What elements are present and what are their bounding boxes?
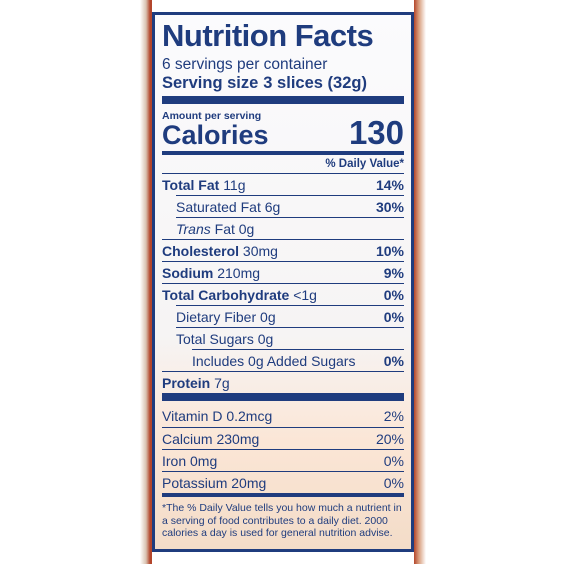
nutrient: Total Sugars 0g (176, 331, 273, 347)
nutrient-row: Vitamin D 0.2mcg 2% (162, 405, 404, 427)
nutrient: Protein 7g (162, 375, 230, 391)
daily-value: 30% (375, 198, 404, 215)
nutrient-amount: 7g (214, 374, 230, 391)
nutrient-italic: Trans (176, 220, 211, 237)
footnote: *The % Daily Value tells you how much a … (162, 502, 402, 539)
thick-rule (162, 393, 404, 401)
nutrient-row: Protein 7g (162, 371, 404, 393)
nutrient: Total Carbohydrate <1g (162, 287, 317, 303)
nutrient-name: Protein (162, 374, 211, 391)
nutrient: Calcium 230mg (162, 431, 259, 447)
package-right (414, 0, 564, 564)
nutrient-amount: 30mg (242, 242, 278, 259)
nutrient: Total Fat 11g (162, 177, 246, 193)
daily-value: 20% (375, 430, 404, 447)
nutrient-amount: 11g (223, 176, 246, 193)
daily-value: 2% (383, 408, 404, 424)
daily-value-header: % Daily Value* (325, 158, 404, 170)
title: Nutrition Facts (162, 18, 374, 53)
nutrient-name: Fat (214, 220, 235, 237)
nutrient-amount: 0.2mcg (226, 408, 273, 424)
vitamin-rows: Vitamin D 0.2mcg 2% Calcium 230mg 20% Iron 0… (162, 405, 404, 493)
nutrient: Cholesterol 30mg (162, 243, 278, 259)
calories-value: 130 (348, 114, 404, 151)
nutrient: Potassium 20mg (162, 475, 266, 491)
nutrient-amount: 230mg (216, 430, 260, 447)
medium-rule (162, 493, 404, 497)
nutrient-name: Total Carbohydrate (162, 286, 290, 303)
nutrient: Saturated Fat 6g (176, 199, 280, 215)
serving-size-value: 3 slices (32g) (263, 74, 367, 92)
daily-value: 10% (375, 242, 404, 259)
nutrient-row: Sodium 210mg 9% (162, 261, 404, 283)
daily-value: 0% (383, 286, 404, 303)
daily-value: 0% (383, 308, 404, 325)
nutrient-row: Total Fat 11g 14% (162, 173, 404, 195)
nutrient-name: Potassium (162, 474, 228, 491)
nutrient: Vitamin D 0.2mcg (162, 408, 272, 424)
serving-size: Serving size 3 slices (32g) (162, 74, 404, 93)
calories-label: Calories (162, 120, 269, 150)
nutrient-amount: <1g (293, 286, 317, 303)
nutrient-name: Sodium (162, 264, 214, 281)
daily-value: 0% (383, 452, 404, 469)
nutrient-amount: 6g (264, 198, 281, 215)
daily-value: 0% (383, 474, 404, 491)
nutrient: Sodium 210mg (162, 265, 260, 281)
nutrient-amount: 0g (260, 308, 276, 325)
nutrient-row: Total Carbohydrate <1g 0% (162, 283, 404, 305)
daily-value: 14% (375, 176, 404, 193)
nutrient-name: Iron (162, 452, 187, 469)
nutrient-name: Vitamin D (162, 408, 223, 424)
package-left (0, 0, 152, 564)
nutrient-row: Iron 0mg 0% (162, 449, 404, 471)
nutrient-amount: 20mg (231, 474, 267, 491)
nutrient-row: Includes 0g Added Sugars 0% (192, 349, 404, 371)
nutrient-name: Saturated Fat (176, 198, 261, 215)
nutrient-amount: 0mg (190, 452, 218, 469)
nutrient-row: Total Sugars 0g (176, 327, 404, 349)
nutrient: Includes 0g Added Sugars (192, 353, 355, 369)
nutrient-row: Saturated Fat 6g 30% (176, 195, 404, 217)
nutrient-name: Total Fat (162, 176, 220, 193)
nutrient-name: Includes 0g Added Sugars (192, 352, 356, 369)
nutrient-amount: 210mg (217, 264, 261, 281)
nutrient: Dietary Fiber 0g (176, 309, 276, 325)
nutrient-row: Calcium 230mg 20% (162, 427, 404, 449)
medium-rule (162, 151, 404, 155)
calories: Calories 130 (162, 114, 404, 151)
nutrient-rows: Total Fat 11g 14% Saturated Fat 6g 30% Trans… (162, 173, 404, 393)
nutrient-row: Trans Fat 0g (176, 217, 404, 239)
nutrient-row: Potassium 20mg 0% (162, 471, 404, 493)
nutrient-row: Cholesterol 30mg 10% (162, 239, 404, 261)
nutrient: Iron 0mg (162, 453, 217, 469)
nutrient: Trans Fat 0g (176, 221, 254, 237)
serving-size-label: Serving size (162, 74, 259, 92)
nutrient-name: Total Sugars (176, 330, 254, 347)
nutrient-amount: 0g (257, 330, 274, 347)
thick-rule (162, 96, 404, 104)
nutrient-name: Dietary Fiber (176, 308, 257, 325)
nutrient-row: Dietary Fiber 0g 0% (176, 305, 404, 327)
nutrient-amount: 0g (238, 220, 255, 237)
daily-value: 9% (383, 264, 404, 281)
nutrient-name: Calcium (162, 430, 213, 447)
nutrition-label: Nutrition Facts 6 servings per container… (152, 12, 414, 552)
daily-value: 0% (383, 352, 404, 369)
servings: 6 servings per container (162, 56, 328, 73)
nutrient-name: Cholesterol (162, 242, 240, 259)
amount-per-serving: Amount per serving (162, 110, 262, 122)
